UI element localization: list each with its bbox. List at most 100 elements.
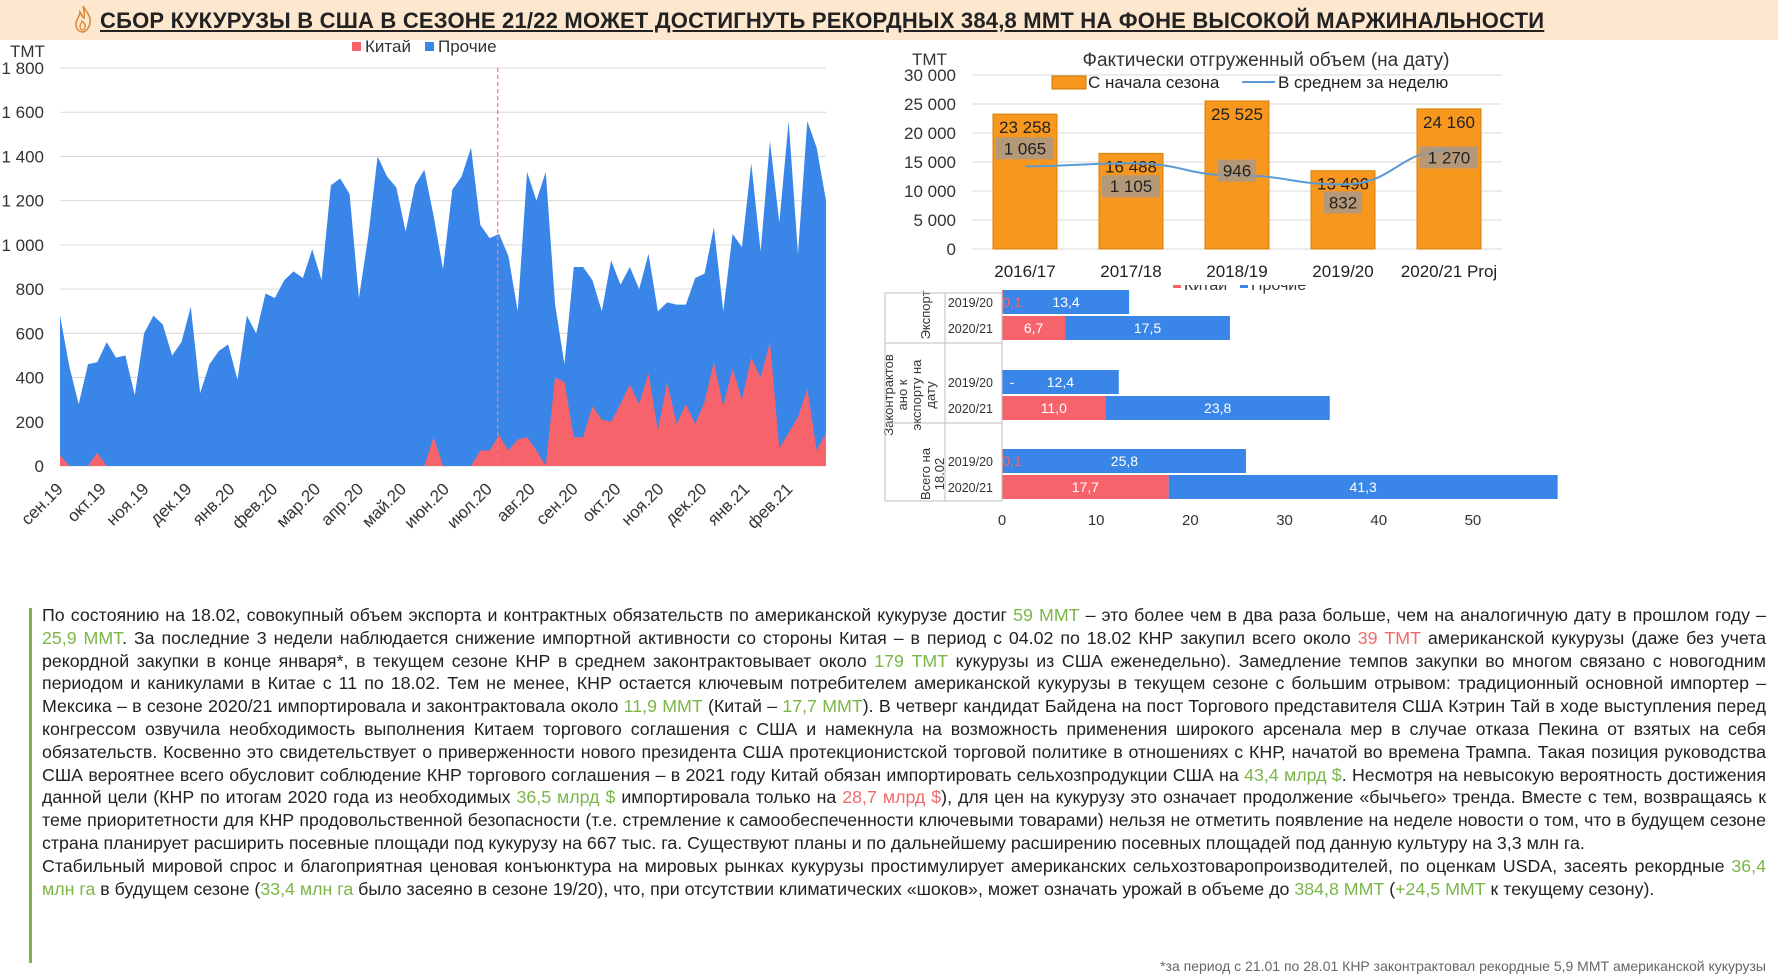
row-label: 2019/20 — [948, 296, 993, 310]
highlighted-figure: 36,4 млн га — [42, 855, 1766, 899]
other-bar — [1105, 396, 1330, 420]
highlighted-figure: 179 ТМТ — [874, 650, 949, 671]
text-run: По состоянию на 18.02, совокупный объем … — [42, 605, 1014, 625]
commentary-paragraph: Стабильный мировой спрос и благоприятная… — [42, 855, 1766, 901]
weekly-exports-area-chart: 1 800 1 600 1 400 1 200 1 000 800 600 400 200 0 ТМ… — [1, 40, 826, 533]
x-tick-label: 2016/17 — [994, 262, 1055, 281]
row-label: 2019/20 — [948, 455, 993, 469]
y-tick-label: 25 000 — [904, 95, 956, 114]
highlighted-figure: 17,7 ММТ — [782, 696, 863, 717]
text-run: к текущему сезону). — [1485, 878, 1655, 899]
text-run: импортировала только на — [615, 787, 843, 808]
text-run: (Китай – — [702, 696, 783, 717]
other-series-area — [60, 121, 826, 467]
x-tick-label: сен.20 — [532, 479, 581, 528]
y-tick-label: 0 — [947, 240, 956, 259]
season-bar-label: 23 258 — [999, 118, 1051, 137]
y-tick-label: 1 600 — [1, 103, 44, 122]
group-label: Всего на18.02 — [918, 447, 947, 500]
footnote: *за период с 21.01 по 28.01 КНР законтра… — [1160, 958, 1766, 974]
x-tick-label: июл.20 — [443, 479, 496, 532]
highlighted-figure: 33,4 млн га — [260, 878, 354, 899]
x-tick-label: 2017/18 — [1100, 262, 1161, 281]
group-label: Законтрактовано кэкспорту надату — [881, 354, 938, 436]
season-bar — [1098, 152, 1164, 250]
highlighted-figure: 11,9 ММТ — [623, 696, 703, 717]
weekly-label-box — [1218, 159, 1256, 182]
text-run: . За последние 3 недели наблюдается сниж… — [122, 627, 1358, 648]
legend-swatch-other — [425, 42, 434, 51]
season-bar-label: 16 488 — [1105, 157, 1157, 176]
group-label-line: 18.02 — [932, 458, 947, 491]
other-bar-label: 12,4 — [1047, 374, 1074, 390]
x-tick-label: 10 — [1088, 512, 1105, 529]
legend-label-weekly: В среднем за неделю — [1278, 73, 1448, 92]
y-tick-label: 800 — [16, 280, 44, 299]
china-bar-label: - — [1010, 374, 1015, 390]
x-tick-label: 2020/21 Proj — [1401, 262, 1497, 281]
group-label: Экспорт — [918, 291, 933, 340]
commentary-paragraph: По состоянию на 18.02, совокупный объем … — [42, 604, 1766, 855]
highlighted-figure: 36,5 млрд $ — [516, 787, 616, 808]
y-tick-label: 20 000 — [904, 124, 956, 143]
china-bar — [1002, 475, 1169, 499]
row-label: 2020/21 — [948, 402, 993, 416]
other-bar-label: 17,5 — [1134, 320, 1161, 336]
shipped-volume-bar-chart: Фактически отгруженный объем (на дату) ТМ… — [904, 50, 1502, 281]
highlighted-figure: 28,7 млрд $ — [842, 787, 942, 808]
x-tick-label: фев.20 — [228, 479, 281, 532]
text-run: было засеяно в сезоне 19/20), что, при о… — [353, 878, 1295, 899]
china-bar-label: 11,0 — [1041, 400, 1067, 416]
legend-label-other: Прочие — [438, 40, 497, 56]
text-run: . Несмотря на невысокую вероятность дост… — [42, 764, 1766, 808]
china-bar — [1002, 316, 1066, 340]
china-bar-label: 0,1 — [1002, 294, 1022, 310]
page-title: СБОР КУКУРУЗЫ В США В СЕЗОНЕ 21/22 МОЖЕТ… — [100, 8, 1545, 33]
x-tick-label: дек.19 — [146, 479, 195, 528]
weekly-label: 1 270 — [1428, 148, 1471, 167]
group-label-line: экспорту на — [909, 359, 924, 431]
x-tick-label: 30 — [1276, 512, 1293, 529]
china-bar-label: 17,7 — [1072, 479, 1099, 495]
season-bar — [992, 113, 1058, 250]
x-tick-label: ноя.19 — [103, 479, 153, 529]
other-bar — [1168, 475, 1558, 499]
text-run: ). В четверг кандидат Байдена на пост То… — [42, 696, 1767, 785]
y-tick-label: 5 000 — [913, 211, 956, 230]
weekly-label: 946 — [1223, 162, 1251, 181]
china-series-area — [60, 342, 826, 466]
group-label-line: дату — [923, 381, 938, 409]
other-bar — [1002, 449, 1246, 473]
x-tick-label: ноя.20 — [618, 479, 668, 529]
group-label-line: Законтрактов — [881, 354, 896, 436]
x-tick-label: дек.20 — [661, 479, 710, 528]
flame-icon — [75, 5, 91, 33]
highlighted-figure: 384,8 ММТ — [1294, 878, 1385, 899]
x-tick-label: 0 — [998, 512, 1006, 529]
y-tick-label: 10 000 — [904, 182, 956, 201]
highlighted-figure: 43,4 млрд $ — [1244, 764, 1342, 785]
y-tick-label: 30 000 — [904, 66, 956, 85]
x-tick-label: 40 — [1370, 512, 1387, 529]
other-bar-label: 41,3 — [1350, 479, 1377, 495]
x-tick-label: 2019/20 — [1312, 262, 1373, 281]
x-tick-label: 20 — [1182, 512, 1199, 529]
text-run: – это более чем в два раза больше, чем н… — [1079, 605, 1766, 625]
highlighted-figure: +24,5 ММТ — [1395, 878, 1486, 899]
season-bar-label: 25 525 — [1211, 105, 1263, 124]
china-bar — [1002, 396, 1106, 420]
season-bar-label: 24 160 — [1423, 113, 1475, 132]
weekly-label-box — [1324, 191, 1362, 214]
y-tick-label: 1 000 — [1, 236, 44, 255]
x-tick-label: 2018/19 — [1206, 262, 1267, 281]
china-bar-label: 6,7 — [1024, 320, 1044, 336]
group-label-line: Всего на — [918, 447, 933, 500]
y-tick-label: 15 000 — [904, 153, 956, 172]
row-label: 2020/21 — [948, 481, 993, 495]
legend-swatch-season — [1051, 75, 1087, 90]
x-tick-label: фев.21 — [743, 479, 796, 532]
weekly-label: 1 065 — [1004, 139, 1047, 158]
legend-label-china: Китай — [1184, 285, 1227, 294]
weekly-label: 832 — [1329, 193, 1357, 212]
text-run: ), для цен на кукурузу это означает прод… — [42, 787, 1766, 853]
